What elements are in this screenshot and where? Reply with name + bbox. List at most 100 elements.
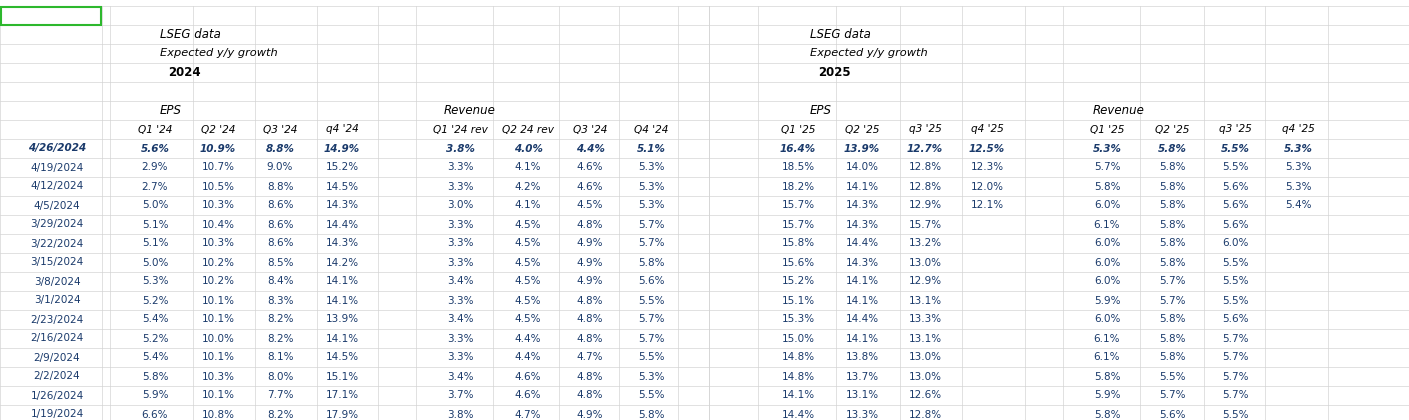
Text: 5.7%: 5.7% (638, 315, 664, 325)
Text: 10.1%: 10.1% (201, 315, 234, 325)
Text: 6.0%: 6.0% (1093, 276, 1120, 286)
Text: 8.1%: 8.1% (266, 352, 293, 362)
Text: 5.8%: 5.8% (638, 410, 664, 420)
Text: 5.4%: 5.4% (1285, 200, 1312, 210)
Text: 12.8%: 12.8% (909, 163, 941, 173)
Text: 9.0%: 9.0% (266, 163, 293, 173)
Text: 10.9%: 10.9% (200, 144, 237, 153)
Text: 10.3%: 10.3% (201, 239, 234, 249)
Text: 3.3%: 3.3% (447, 333, 473, 344)
Text: 3.3%: 3.3% (447, 257, 473, 268)
Text: 2.7%: 2.7% (142, 181, 168, 192)
Text: 5.8%: 5.8% (1158, 144, 1186, 153)
Text: 8.0%: 8.0% (266, 372, 293, 381)
Text: 4.4%: 4.4% (514, 333, 541, 344)
Text: Q2 '25: Q2 '25 (845, 124, 879, 134)
Text: 5.8%: 5.8% (1158, 352, 1185, 362)
Text: 1/19/2024: 1/19/2024 (31, 410, 83, 420)
Text: 3.4%: 3.4% (447, 276, 473, 286)
Text: 4.9%: 4.9% (576, 257, 603, 268)
Text: 5.7%: 5.7% (1222, 333, 1248, 344)
Text: 15.6%: 15.6% (782, 257, 814, 268)
Text: 14.3%: 14.3% (325, 200, 358, 210)
Text: 10.3%: 10.3% (201, 200, 234, 210)
Text: LSEG data: LSEG data (810, 28, 871, 41)
Text: 2.9%: 2.9% (142, 163, 168, 173)
Text: 5.8%: 5.8% (142, 372, 168, 381)
Text: 5.3%: 5.3% (638, 372, 664, 381)
Text: 4.8%: 4.8% (576, 220, 603, 229)
Text: 5.7%: 5.7% (1222, 372, 1248, 381)
Text: 13.7%: 13.7% (845, 372, 879, 381)
Text: Expected y/y growth: Expected y/y growth (810, 48, 927, 58)
Text: 5.5%: 5.5% (638, 296, 664, 305)
Text: 14.1%: 14.1% (325, 333, 358, 344)
Text: 10.0%: 10.0% (201, 333, 234, 344)
Text: 3.3%: 3.3% (447, 239, 473, 249)
Text: 2025: 2025 (819, 66, 851, 79)
Text: Q1 '24 rev: Q1 '24 rev (433, 124, 488, 134)
Text: 13.0%: 13.0% (909, 257, 941, 268)
Text: 6.1%: 6.1% (1093, 352, 1120, 362)
Text: 3.3%: 3.3% (447, 296, 473, 305)
Text: 14.0%: 14.0% (845, 163, 878, 173)
Text: 5.3%: 5.3% (638, 163, 664, 173)
Text: 13.1%: 13.1% (909, 333, 941, 344)
Text: 4/12/2024: 4/12/2024 (31, 181, 83, 192)
Text: q3 '25: q3 '25 (1219, 124, 1251, 134)
Text: 5.8%: 5.8% (1093, 181, 1120, 192)
Text: 8.6%: 8.6% (266, 220, 293, 229)
Text: 2/9/2024: 2/9/2024 (34, 352, 80, 362)
Text: 14.2%: 14.2% (325, 257, 358, 268)
Text: 7.7%: 7.7% (266, 391, 293, 401)
Text: 12.8%: 12.8% (909, 181, 941, 192)
Text: 4.6%: 4.6% (576, 163, 603, 173)
Text: 13.1%: 13.1% (845, 391, 879, 401)
Text: Q1 '24: Q1 '24 (138, 124, 172, 134)
Text: 4.1%: 4.1% (514, 200, 541, 210)
Text: 5.1%: 5.1% (142, 220, 168, 229)
Text: 15.7%: 15.7% (909, 220, 941, 229)
Text: q4 '24: q4 '24 (325, 124, 358, 134)
Text: 8.4%: 8.4% (266, 276, 293, 286)
Text: 5.8%: 5.8% (638, 257, 664, 268)
Text: 4.6%: 4.6% (576, 181, 603, 192)
Text: 14.1%: 14.1% (325, 276, 358, 286)
Text: 15.3%: 15.3% (782, 315, 814, 325)
Text: 5.6%: 5.6% (1222, 181, 1248, 192)
Text: 14.9%: 14.9% (324, 144, 361, 153)
Text: 5.8%: 5.8% (1093, 372, 1120, 381)
Text: 5.3%: 5.3% (1092, 144, 1122, 153)
Text: 3.7%: 3.7% (447, 391, 473, 401)
Text: 4/5/2024: 4/5/2024 (34, 200, 80, 210)
Text: 4.6%: 4.6% (514, 391, 541, 401)
Text: 14.3%: 14.3% (325, 239, 358, 249)
Text: 10.1%: 10.1% (201, 296, 234, 305)
Text: 16.4%: 16.4% (781, 144, 816, 153)
Text: 8.6%: 8.6% (266, 239, 293, 249)
Text: 4.7%: 4.7% (514, 410, 541, 420)
Text: 5.7%: 5.7% (1222, 352, 1248, 362)
Text: 6.1%: 6.1% (1093, 220, 1120, 229)
Text: 4.8%: 4.8% (576, 315, 603, 325)
Text: 14.4%: 14.4% (845, 239, 879, 249)
Text: 14.1%: 14.1% (782, 391, 814, 401)
Text: LSEG data: LSEG data (161, 28, 221, 41)
Text: 4.5%: 4.5% (514, 296, 541, 305)
Text: 4.8%: 4.8% (576, 333, 603, 344)
Text: 4.8%: 4.8% (576, 296, 603, 305)
Text: 12.0%: 12.0% (971, 181, 1003, 192)
Text: 5.2%: 5.2% (142, 333, 168, 344)
Text: 14.1%: 14.1% (845, 276, 879, 286)
Text: 5.6%: 5.6% (1222, 220, 1248, 229)
Text: 5.3%: 5.3% (638, 181, 664, 192)
Text: 5.1%: 5.1% (637, 144, 665, 153)
Text: 3.4%: 3.4% (447, 315, 473, 325)
Text: 4.8%: 4.8% (576, 391, 603, 401)
Text: 17.1%: 17.1% (325, 391, 358, 401)
Text: Q2 '25: Q2 '25 (1155, 124, 1189, 134)
Text: 8.5%: 8.5% (266, 257, 293, 268)
Text: 14.3%: 14.3% (845, 200, 879, 210)
Text: 5.7%: 5.7% (1158, 391, 1185, 401)
Text: 10.2%: 10.2% (201, 276, 234, 286)
